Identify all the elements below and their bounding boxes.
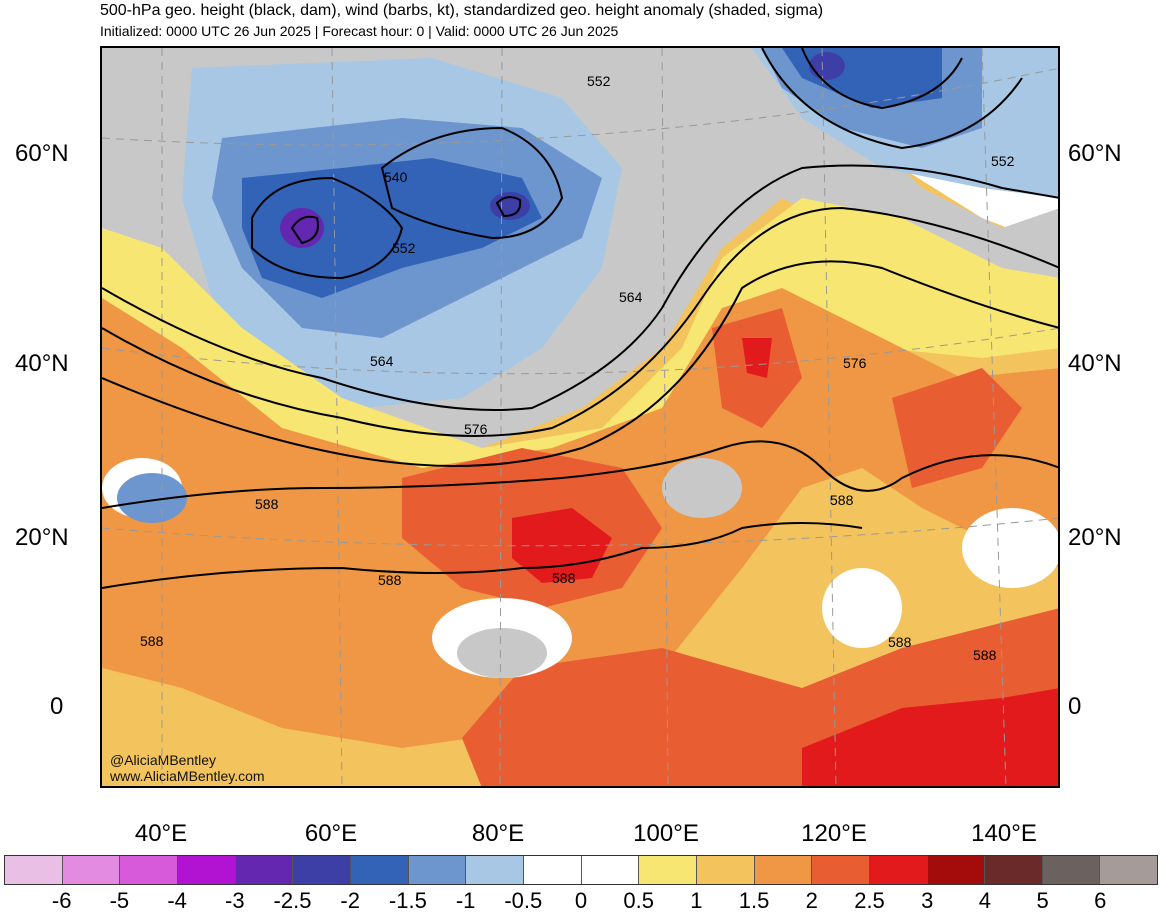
- contour-label-552: 552: [392, 240, 416, 256]
- colorbar-swatch: [293, 856, 351, 884]
- colorbar-swatch: [466, 856, 524, 884]
- colorbar-swatch: [581, 856, 640, 884]
- colorbar-tick-label: -1.5: [388, 888, 427, 913]
- map-subtitle: Initialized: 0000 UTC 26 Jun 2025 | Fore…: [100, 23, 619, 39]
- contour-label-576-west: 576: [464, 421, 488, 437]
- gray-pocket-india: [457, 628, 547, 678]
- lon-label-140e: 140°E: [971, 820, 1037, 847]
- lon-label-120e: 120°E: [801, 820, 867, 847]
- contour-label-588-arabia: 588: [255, 496, 279, 512]
- colorbar-swatch: [350, 856, 409, 884]
- colorbar-tick-label: 2: [805, 888, 818, 913]
- red-max-tibet: [512, 508, 612, 583]
- red-max-mongolia: [742, 338, 772, 378]
- lat-label-40n-left: 40°N: [15, 350, 69, 377]
- contour-label-588-pacific: 588: [973, 647, 997, 663]
- lat-label-0-left: 0: [50, 693, 64, 720]
- colorbar-swatch: [696, 856, 755, 884]
- colorbar-tick-label: -4: [167, 888, 187, 913]
- contour-label-588-philippines: 588: [888, 634, 912, 650]
- colorbar-tick-label: 0: [574, 888, 588, 913]
- contour-label-588-china: 588: [830, 492, 854, 508]
- lat-label-0-right: 0: [1068, 693, 1082, 720]
- anomaly-colorbar: [4, 855, 1158, 885]
- lat-label-20n-right: 20°N: [1068, 524, 1122, 551]
- gray-pocket-south-china: [662, 458, 742, 518]
- lon-label-40e: 40°E: [134, 820, 188, 847]
- blue-pocket-arabia: [117, 473, 187, 523]
- colorbar-swatch: [812, 856, 870, 884]
- contour-label-552-northeast: 552: [991, 153, 1015, 169]
- height-contours: [102, 48, 1058, 589]
- colorbar-swatch: [62, 856, 121, 884]
- lat-label-60n-left: 60°N: [15, 140, 69, 167]
- deep-low-northeast: [809, 52, 845, 80]
- neutral-philippines: [822, 568, 902, 648]
- colorbar-tick-label: -5: [109, 888, 130, 913]
- colorbar-tick-label: 1.5: [738, 888, 770, 913]
- colorbar-swatch: [754, 856, 813, 884]
- colorbar-swatch: [120, 856, 178, 884]
- red-max-indonesia: [802, 688, 1058, 786]
- colorbar-tick-label: 0.5: [623, 888, 654, 913]
- colorbar-swatch: [1100, 856, 1158, 884]
- lon-label-80e: 80°E: [471, 820, 525, 847]
- lat-label-40n-right: 40°N: [1068, 350, 1122, 377]
- contour-label-588-india: 588: [378, 572, 402, 588]
- contour-label-552-north: 552: [587, 73, 611, 89]
- lon-label-60e: 60°E: [304, 820, 358, 847]
- colorbar-tick-label: -2: [340, 888, 360, 913]
- lon-label-100e: 100°E: [633, 820, 699, 847]
- red-orange-region-japan: [892, 368, 1022, 488]
- neutral-pacific: [962, 508, 1058, 588]
- colorbar-swatch: [235, 856, 294, 884]
- yellow-anomaly-band: [102, 198, 1058, 488]
- colorbar-swatch: [869, 856, 928, 884]
- contour-label-564-east: 564: [619, 289, 643, 305]
- map-canvas: 552 540 552 564 564 576 576 588 588 588 …: [102, 48, 1058, 786]
- contour-label-588-africa: 588: [140, 633, 164, 649]
- colorbar-swatch: [1042, 856, 1101, 884]
- colorbar-swatch: [523, 856, 582, 884]
- colorbar-tick-label: 1: [690, 888, 703, 913]
- colorbar-tick-label: 5: [1036, 888, 1049, 913]
- colorbar-tick-label: 3: [921, 888, 934, 913]
- map-panel[interactable]: 552 540 552 564 564 576 576 588 588 588 …: [100, 46, 1060, 788]
- lat-label-20n-left: 20°N: [15, 524, 69, 551]
- colorbar-swatch: [5, 856, 63, 884]
- contour-label-576-east: 576: [843, 355, 867, 371]
- colorbar-tick-label: -6: [51, 888, 72, 913]
- colorbar-tick-label: 6: [1094, 888, 1107, 913]
- colorbar-tick-label: -1: [455, 888, 476, 913]
- colorbar-swatch: [639, 856, 697, 884]
- lat-label-60n-right: 60°N: [1068, 140, 1122, 167]
- colorbar-tick-label: 4: [978, 888, 992, 913]
- colorbar-tick-label: 2.5: [854, 888, 885, 913]
- map-title: 500-hPa geo. height (black, dam), wind (…: [100, 2, 824, 19]
- colorbar-tick-label: -2.5: [273, 888, 312, 913]
- contour-label-588-tibet: 588: [552, 570, 576, 586]
- colorbar-tick-label: -0.5: [504, 888, 543, 913]
- colorbar-tick-label: -3: [225, 888, 245, 913]
- contour-label-564-west: 564: [370, 353, 394, 369]
- credit-handle: @AliciaMBentley: [110, 752, 217, 768]
- dark-blue-anomaly-region: [242, 158, 542, 298]
- colorbar-swatch: [985, 856, 1043, 884]
- colorbar-swatch: [177, 856, 236, 884]
- colorbar-swatch: [408, 856, 467, 884]
- colorbar-swatch: [927, 856, 986, 884]
- contour-label-540: 540: [384, 169, 408, 185]
- credit-website[interactable]: www.AliciaMBentley.com: [110, 768, 265, 784]
